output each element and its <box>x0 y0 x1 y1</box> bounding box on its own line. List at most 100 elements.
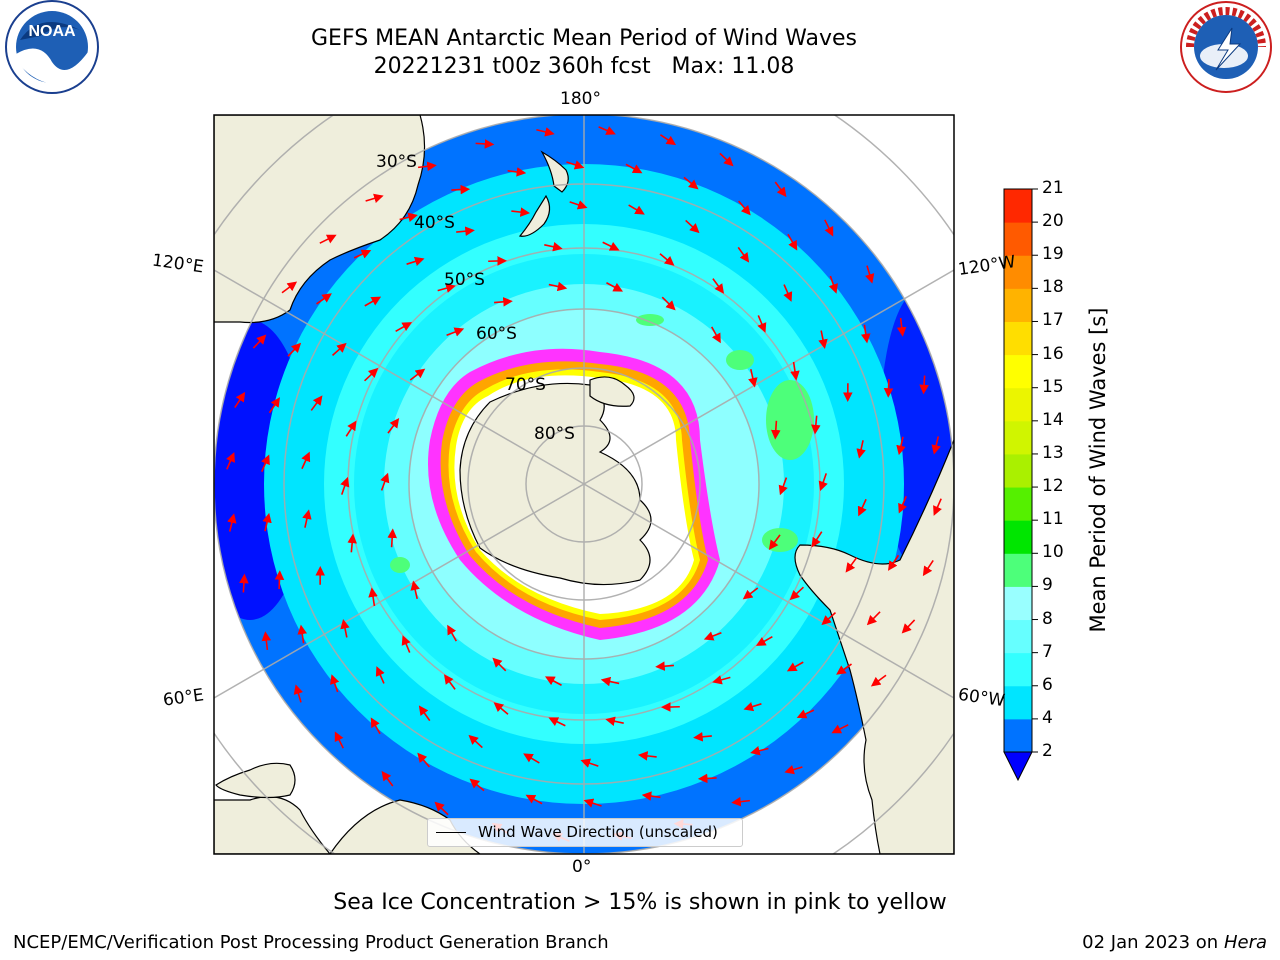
wind-wave-arrow <box>437 283 456 293</box>
wind-wave-arrow <box>898 495 907 514</box>
wind-wave-arrow <box>387 528 397 548</box>
wind-wave-arrow <box>933 498 942 516</box>
lat-label-30s: 30°S <box>376 152 417 172</box>
wind-wave-arrow <box>310 395 323 411</box>
colorbar-tick-label: 2 <box>1042 741 1053 761</box>
wind-wave-arrow <box>583 798 602 808</box>
wind-wave-arrow <box>796 709 815 719</box>
colorbar-tick-label: 6 <box>1042 674 1053 695</box>
wind-wave-arrow <box>345 420 357 437</box>
wind-wave-arrow <box>330 674 340 693</box>
wind-wave-arrow <box>778 477 788 496</box>
colorbar-tick-label: 8 <box>1042 608 1053 629</box>
wind-wave-arrow <box>605 716 624 726</box>
wind-wave-arrow <box>434 801 449 816</box>
colorbar-label: Mean Period of Wind Waves [s] <box>1086 307 1110 633</box>
wind-wave-arrow <box>340 619 350 638</box>
wind-wave-arrow <box>406 256 425 266</box>
wind-wave-arrow <box>828 275 838 294</box>
wind-wave-arrow <box>771 420 781 440</box>
wind-wave-arrow <box>641 791 661 801</box>
wind-wave-arrow <box>712 675 731 685</box>
wind-wave-arrow <box>659 134 677 146</box>
colorbar-segment <box>1004 387 1032 422</box>
wind-wave-arrow <box>401 635 411 653</box>
colorbar-segment <box>1004 321 1032 356</box>
footer-date: 02 Jan 2023 on Hera <box>1082 932 1267 953</box>
wind-wave-arrow <box>685 219 700 234</box>
footer-date-text: 02 Jan 2023 on <box>1082 932 1224 953</box>
colorbar-tick-label: 18 <box>1042 277 1064 298</box>
wind-wave-arrow <box>731 796 750 807</box>
wind-wave-arrow <box>365 193 384 203</box>
wind-wave-arrow <box>468 734 483 749</box>
colorbar-tick-label: 9 <box>1042 575 1053 596</box>
wind-wave-arrow <box>856 440 866 459</box>
colorbar-tick-label: 21 <box>1042 178 1064 198</box>
wind-wave-arrow <box>456 226 475 236</box>
wind-wave-arrow <box>857 498 867 517</box>
wind-wave-arrow <box>887 554 900 571</box>
colorbar-tick-label: 4 <box>1042 707 1053 728</box>
footer-machine: Hera <box>1223 932 1267 953</box>
wind-wave-arrow <box>768 534 781 550</box>
wind-wave-arrow <box>381 770 394 787</box>
wind-wave-arrow <box>544 676 562 686</box>
colorbar-segment <box>1004 586 1032 621</box>
wind-wave-arrow <box>883 378 894 398</box>
wind-wave-arrow <box>919 375 929 395</box>
wind-wave-arrow <box>811 531 823 548</box>
wind-wave-arrow <box>661 296 676 311</box>
wind-wave-arrow <box>931 436 941 455</box>
wind-wave-arrow <box>368 587 378 607</box>
wind-wave-arrow <box>281 281 298 294</box>
wind-wave-arrow <box>697 773 717 784</box>
wind-wave-arrow <box>418 705 431 722</box>
wind-wave-arrow <box>743 702 762 712</box>
wind-wave-arrow <box>625 163 643 174</box>
wind-wave-arrow <box>274 570 285 590</box>
colorbar-segment <box>1004 222 1032 256</box>
wind-wave-arrow <box>261 454 270 473</box>
wind-wave-arrow <box>302 509 312 528</box>
wind-wave-arrow <box>748 369 758 388</box>
wind-wave-arrow <box>331 342 347 356</box>
wind-wave-arrow <box>818 473 828 492</box>
colorbar-tick-label: 20 <box>1042 211 1064 232</box>
footer-credit: NCEP/EMC/Verification Post Processing Pr… <box>13 932 609 953</box>
wind-wave-arrow <box>831 724 849 734</box>
wind-wave-arrow <box>580 758 599 768</box>
wind-wave-arrow <box>870 674 887 687</box>
wind-wave-arrow <box>451 184 471 195</box>
wind-wave-arrow <box>252 334 267 349</box>
colorbar-under-extension <box>1003 751 1033 782</box>
wind-wave-arrow <box>742 587 759 600</box>
wind-wave-arrow <box>922 559 934 577</box>
lat-label-50s: 50°S <box>444 270 485 290</box>
colorbar-tick-label: 11 <box>1042 509 1064 530</box>
colorbar-segment <box>1004 288 1032 322</box>
land <box>214 115 954 854</box>
wind-wave-arrow <box>418 161 437 172</box>
wind-wave-arrow <box>866 611 881 626</box>
wind-wave-arrow <box>737 246 750 263</box>
wind-wave-arrow <box>469 778 485 792</box>
wind-wave-arrow <box>628 204 645 215</box>
colorbar-segment <box>1004 255 1032 289</box>
wind-wave-arrow <box>226 452 235 470</box>
wind-wave-arrow <box>239 573 249 593</box>
wind-wave-arrow <box>606 282 624 292</box>
wind-wave-arrow <box>659 253 675 266</box>
wind-wave-arrow <box>443 674 456 690</box>
colorbar-segment <box>1004 189 1032 223</box>
wind-wave-arrow <box>268 397 281 414</box>
wind-wave-arrow <box>602 241 620 251</box>
colorbar-segment <box>1004 487 1032 521</box>
wind-wave-arrow <box>364 367 379 382</box>
colorbar-tick-label: 19 <box>1042 244 1064 265</box>
wind-wave-arrow <box>316 293 332 305</box>
wind-wave-arrow <box>566 160 585 170</box>
wind-wave-arrow <box>536 127 555 137</box>
map-legend: Wind Wave Direction (unscaled) <box>427 818 743 847</box>
